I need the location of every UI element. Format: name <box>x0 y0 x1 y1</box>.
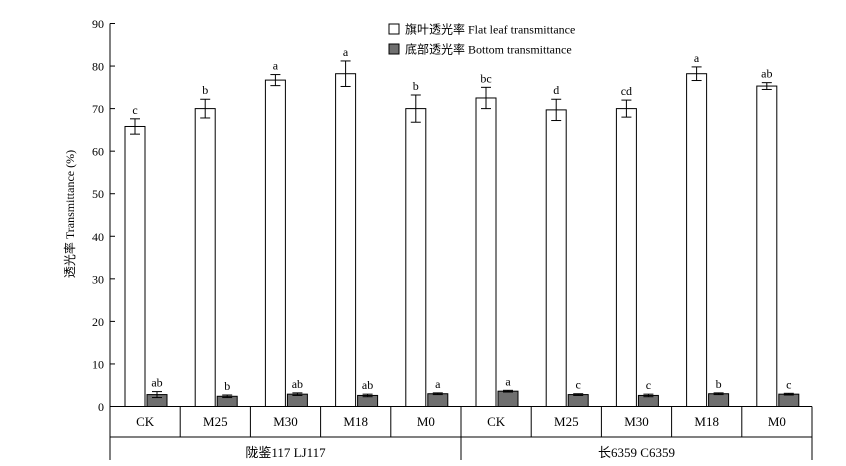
bar-bottom <box>567 394 589 407</box>
bar-bottom <box>497 390 519 407</box>
legend-swatch-bottom <box>388 43 400 55</box>
group-label: 陇鉴117 LJ117 <box>245 445 326 460</box>
x-tick-label: M0 <box>417 414 435 429</box>
bar-flat-leaf <box>686 73 708 408</box>
legend-swatch-flat-leaf <box>388 23 400 35</box>
bar-flat-leaf <box>615 108 637 407</box>
group-label: 长6359 C6359 <box>598 445 675 460</box>
y-tick-label: 0 <box>98 400 104 414</box>
significance-label: b <box>716 377 722 391</box>
y-tick-label: 10 <box>92 357 104 371</box>
bar-flat-leaf <box>124 125 146 408</box>
x-tick-label: M30 <box>624 414 649 429</box>
y-tick-label: 90 <box>92 17 104 31</box>
y-axis-label: 透光率 Transmittance (%) <box>62 150 77 278</box>
significance-label: a <box>435 377 441 391</box>
x-tick-label: CK <box>487 414 506 429</box>
bar-flat-leaf <box>756 85 778 407</box>
bar-flat-leaf <box>545 109 567 407</box>
y-tick-label: 20 <box>92 315 104 329</box>
bar-flat-leaf <box>475 97 497 407</box>
y-tick-label: 60 <box>92 145 104 159</box>
legend-label-bottom: 底部透光率 Bottom transmittance <box>405 42 572 57</box>
significance-label: c <box>576 378 581 392</box>
significance-label: ab <box>292 377 303 391</box>
y-tick-label: 40 <box>92 230 104 244</box>
x-tick-label: M0 <box>768 414 786 429</box>
bar-flat-leaf <box>335 73 357 408</box>
legend: 旗叶透光率 Flat leaf transmittance 底部透光率 Bott… <box>388 22 575 57</box>
bar-bottom <box>427 393 449 408</box>
x-tick-label: CK <box>136 414 155 429</box>
significance-label: ab <box>761 67 772 81</box>
significance-label: d <box>553 83 559 97</box>
significance-label: c <box>132 103 137 117</box>
x-tick-label: M18 <box>343 414 368 429</box>
bar-bottom <box>708 393 730 408</box>
significance-label: c <box>646 378 651 392</box>
significance-label: a <box>505 374 511 388</box>
significance-label: a <box>343 45 349 59</box>
bar-bottom <box>286 393 308 407</box>
bar-flat-leaf <box>264 79 286 408</box>
legend-label-flat-leaf: 旗叶透光率 Flat leaf transmittance <box>405 22 575 37</box>
significance-label: ab <box>362 378 373 392</box>
y-tick-label: 70 <box>92 102 104 116</box>
significance-label: c <box>786 377 791 391</box>
significance-label: a <box>273 59 279 73</box>
y-tick-label: 30 <box>92 272 104 286</box>
significance-label: cd <box>621 84 632 98</box>
significance-label: b <box>224 379 230 393</box>
x-tick-label: M25 <box>203 414 228 429</box>
bar-bottom <box>778 393 800 407</box>
x-tick-label: M18 <box>694 414 719 429</box>
significance-label: b <box>413 79 419 93</box>
significance-label: b <box>202 83 208 97</box>
bar-flat-leaf <box>405 108 427 407</box>
significance-label: ab <box>151 376 162 390</box>
axes: 0 10 20 30 40 50 60 70 80 90 CK M25 M30 M18 M0 CK M25 M30… <box>92 17 813 460</box>
x-tick-label: M25 <box>554 414 579 429</box>
bar-flat-leaf <box>194 108 216 407</box>
significance-label: bc <box>480 71 491 85</box>
y-tick-label: 80 <box>92 60 104 74</box>
y-tick-label: 50 <box>92 187 104 201</box>
significance-label: a <box>694 51 700 65</box>
x-tick-label: M30 <box>273 414 298 429</box>
